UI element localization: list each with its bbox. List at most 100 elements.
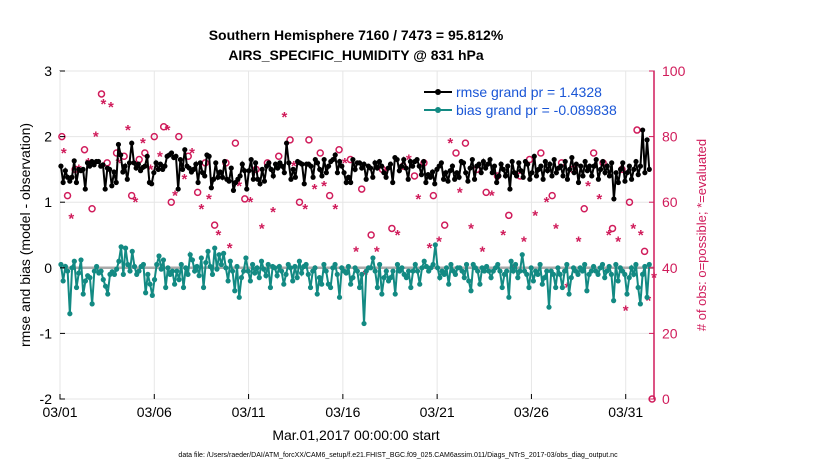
obs-possible-marker <box>241 195 249 203</box>
series-rmse-point <box>600 158 606 165</box>
series-bias-point <box>566 291 572 297</box>
series-rmse-point <box>64 174 71 180</box>
series-rmse-point <box>575 179 582 186</box>
series-bias-point <box>633 261 639 268</box>
series-bias-point <box>624 291 630 297</box>
series-rmse-point <box>266 160 272 166</box>
series-rmse-point <box>584 168 590 174</box>
series-rmse-point <box>244 186 250 192</box>
series-rmse-point <box>513 173 520 179</box>
series-rmse-point <box>226 178 232 184</box>
x-tick-label: 03/21 <box>420 404 455 420</box>
series-rmse-point <box>387 161 394 167</box>
series-bias-point <box>595 271 601 277</box>
series-rmse-point <box>593 156 599 163</box>
series-rmse-point <box>213 160 219 166</box>
series-bias-point <box>466 278 472 284</box>
obs-evaluated-marker: * <box>630 220 636 237</box>
series-rmse-point <box>564 176 571 182</box>
series-bias-point <box>250 261 256 268</box>
series-bias-point <box>98 268 104 274</box>
obs-evaluated-marker: * <box>585 178 591 195</box>
series-rmse-point <box>288 176 294 182</box>
series-bias-point <box>189 257 196 263</box>
obs-evaluated-marker: * <box>638 227 644 244</box>
obs-possible-marker <box>150 132 159 141</box>
series-rmse-point <box>177 156 183 163</box>
obs-possible-marker <box>505 211 513 220</box>
chart-title-line1: Southern Hemisphere 7160 / 7473 = 95.812… <box>209 27 504 43</box>
series-bias-point <box>423 263 430 270</box>
series-bias-point <box>374 284 380 291</box>
obs-evaluated-marker: * <box>427 240 433 257</box>
series-bias-point <box>73 284 80 291</box>
obs-evaluated-marker: * <box>270 204 276 221</box>
series-rmse-point <box>381 170 387 176</box>
series-bias-point <box>446 281 452 287</box>
series-bias-point <box>499 284 505 291</box>
series-rmse-point <box>385 165 391 171</box>
obs-possible-marker <box>429 191 438 200</box>
obs-evaluated-marker: * <box>606 227 612 244</box>
obs-possible-marker <box>548 191 556 200</box>
series-bias-point <box>350 275 356 281</box>
y-tick-label: -1 <box>40 325 53 341</box>
y-right-tick-label: 0 <box>662 391 670 407</box>
series-rmse-point <box>622 178 628 184</box>
series-bias-point <box>361 320 367 327</box>
series-rmse-point <box>376 158 383 165</box>
series-bias-point <box>430 261 436 268</box>
series-rmse-point <box>301 181 307 187</box>
series-bias-point <box>626 275 632 281</box>
y-axis-label: rmse and bias (model - observation) <box>17 123 33 347</box>
obs-possible-marker <box>633 126 641 134</box>
series-rmse-point <box>438 160 444 166</box>
series-rmse-point <box>491 163 498 169</box>
series-bias-point <box>192 268 198 274</box>
series-bias-point <box>114 266 120 272</box>
plot-area <box>59 70 655 400</box>
obs-possible-marker <box>461 139 470 147</box>
obs-evaluated-marker: * <box>544 194 550 211</box>
series-rmse-point <box>562 158 568 165</box>
series-rmse-point <box>345 174 352 180</box>
series-bias-point <box>628 265 635 271</box>
series-bias-point <box>504 268 510 274</box>
series-rmse-point <box>394 156 400 163</box>
obs-evaluated-marker: * <box>125 122 131 139</box>
series-rmse-point <box>580 173 586 179</box>
series-bias-point <box>537 261 543 268</box>
chart-title-line2: AIRS_SPECIFIC_HUMIDITY @ 831 hPa <box>228 47 484 63</box>
series-bias-point <box>323 268 329 274</box>
series-bias-point <box>261 266 267 272</box>
legend-rmse-label: rmse grand pr = 1.4328 <box>456 84 602 100</box>
series-bias-point <box>194 263 200 270</box>
series-bias-point <box>345 263 352 270</box>
series-bias-point <box>484 263 490 270</box>
series-rmse-point <box>582 158 588 165</box>
series-rmse-point <box>410 163 416 169</box>
axis-ticks: 03/01 03/06 03/11 03/16 03/21 03/26 03/31 -2 -1 0… <box>40 63 686 420</box>
obs-evaluated-marker: * <box>61 145 67 162</box>
series-bias-point <box>87 275 93 281</box>
obs-evaluated-marker: * <box>148 161 154 178</box>
series-rmse-point <box>272 161 279 167</box>
series-bias-point <box>392 291 398 297</box>
series-bias-point <box>359 271 365 277</box>
series-bias-point <box>125 261 131 268</box>
series-bias-point <box>290 278 296 284</box>
series-bias-point <box>62 263 68 270</box>
series-bias-point <box>419 265 425 271</box>
y-right-tick-label: 100 <box>662 63 686 79</box>
series-rmse-point <box>157 161 164 167</box>
obs-evaluated-marker: * <box>332 201 338 218</box>
series-rmse-point <box>467 165 473 171</box>
series-bias-point <box>265 261 271 268</box>
series-bias-point <box>459 268 465 274</box>
series-bias-point <box>312 265 318 271</box>
series-rmse-point <box>334 170 341 176</box>
series-bias-point <box>343 270 349 276</box>
series-rmse-point <box>268 166 274 172</box>
series-rmse-point <box>230 187 237 193</box>
series-bias-point <box>136 268 142 274</box>
